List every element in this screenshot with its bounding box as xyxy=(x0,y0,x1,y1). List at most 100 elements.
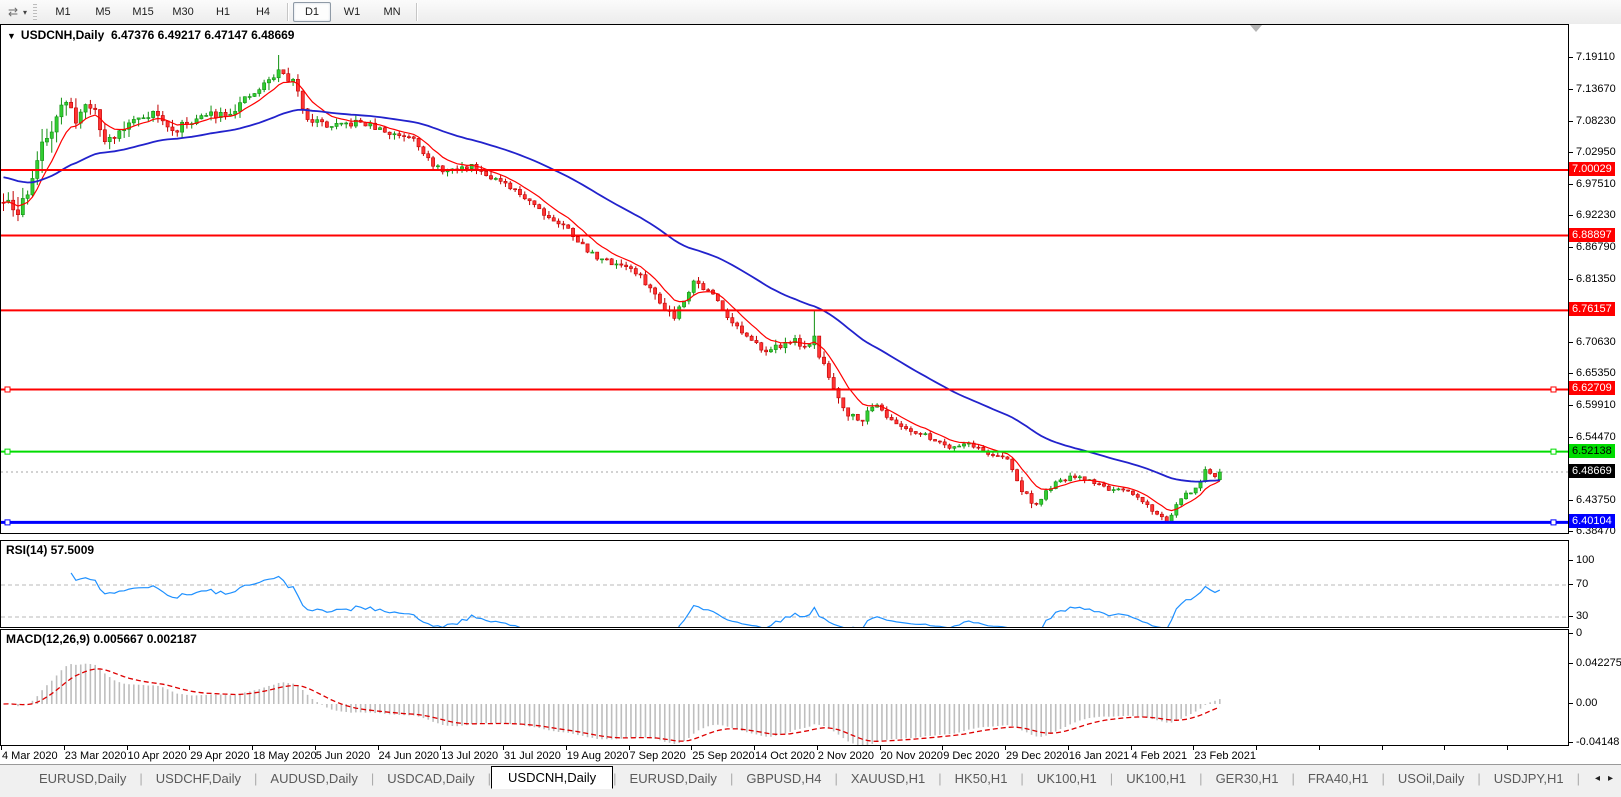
price-tick-label: 6.59910 xyxy=(1576,398,1616,411)
price-tick-label: 7.08230 xyxy=(1576,114,1616,127)
chart-tab-usoil-daily[interactable]: USOil,Daily xyxy=(1397,770,1465,786)
chart-title: ▼ USDCNH,Daily 6.47376 6.49217 6.47147 6.… xyxy=(7,28,294,42)
date-tick-mark xyxy=(377,746,379,750)
timeframe-button-MN[interactable]: MN xyxy=(383,6,401,18)
chart-tab-gbpusd-h4[interactable]: GBPUSD,H4 xyxy=(746,770,822,786)
date-label: 24 Jun 2020 xyxy=(378,750,440,762)
price-tick-label: 7.02950 xyxy=(1576,145,1616,158)
macd-panel[interactable]: MACD(12,26,9) 0.005667 0.002187 xyxy=(0,629,1569,746)
chart-tab-uk100-h1[interactable]: UK100,H1 xyxy=(1036,770,1097,786)
date-tick-mark xyxy=(1005,746,1006,750)
chart-tab-fra40-h1[interactable]: FRA40,H1 xyxy=(1307,770,1369,786)
date-tick-mark xyxy=(440,746,442,750)
chart-shift-marker-icon[interactable] xyxy=(1250,25,1262,32)
macd-label: MACD(12,26,9) 0.005667 0.002187 xyxy=(6,632,197,646)
date-tick-mark xyxy=(628,746,630,750)
date-axis: 4 Mar 2020 23 Mar 2020 10 Apr 2020 29 Apr 2… xyxy=(0,746,1569,764)
date-tick-mark xyxy=(691,746,693,750)
tab-scroll-arrows: ◂ ▸ xyxy=(1587,773,1621,784)
axis-tick-mark xyxy=(1569,278,1573,280)
price-chart-panel[interactable]: ▼ USDCNH,Daily 6.47376 6.49217 6.47147 6.… xyxy=(0,24,1569,534)
price-tick-label: 6.86790 xyxy=(1576,240,1616,253)
rsi-panel[interactable]: RSI(14) 57.5009 xyxy=(0,540,1569,628)
date-tick-mark xyxy=(942,746,944,750)
date-tick-mark xyxy=(1,746,2,750)
chart-tab-usdcad-daily[interactable]: USDCAD,Daily xyxy=(387,770,475,786)
timeframe-button-M30[interactable]: M30 xyxy=(172,6,194,18)
level-price-label[interactable]: 6.52138 xyxy=(1569,443,1615,458)
level-price-label[interactable]: 6.62709 xyxy=(1569,381,1615,396)
date-label: 31 Jul 2020 xyxy=(504,750,561,762)
chart-tab-dj30-daily[interactable]: DJ30,Daily xyxy=(1580,768,1587,789)
date-tick-mark xyxy=(1130,746,1132,750)
level-price-label[interactable]: 6.88897 xyxy=(1569,227,1615,242)
axis-tick-mark xyxy=(1569,436,1573,438)
tab-separator: | xyxy=(613,770,617,786)
chart-tab-usdchf-daily[interactable]: USDCHF,Daily xyxy=(155,770,242,786)
toolbar-separator xyxy=(416,3,418,21)
date-label: 13 Jul 2020 xyxy=(441,750,499,762)
date-tick-mark xyxy=(189,746,191,750)
level-price-label[interactable]: 7.00029 xyxy=(1569,162,1615,177)
date-label: 29 Apr 2020 xyxy=(190,750,250,762)
date-tick-mark xyxy=(1193,746,1195,750)
status-strip xyxy=(0,790,1621,797)
chevron-down-icon[interactable]: ▾ xyxy=(23,7,28,17)
tab-separator: | xyxy=(729,770,734,786)
timeframe-toolbar: ⇄ ▾ M1 M5 M15 M30 H1 H4 D1 W1 MN xyxy=(0,0,1621,25)
chart-tab-eurusd-daily[interactable]: EURUSD,Daily xyxy=(39,770,127,786)
macd-tick-label: 0.00 xyxy=(1576,697,1598,709)
axis-tick-mark xyxy=(1569,531,1573,532)
timeframe-button-D1[interactable]: D1 xyxy=(293,2,332,22)
axis-tick-mark xyxy=(1569,120,1573,122)
tab-separator: | xyxy=(1381,770,1385,786)
chart-tab-usdjpy-h1[interactable]: USDJPY,H1 xyxy=(1493,770,1564,786)
chart-tab-eurusd-daily[interactable]: EURUSD,Daily xyxy=(629,770,717,786)
chart-symbol: USDCNH,Daily xyxy=(20,28,105,42)
tab-scroll-left-icon[interactable]: ◂ xyxy=(1594,772,1600,784)
timeframe-button-H1[interactable]: H1 xyxy=(215,6,231,18)
date-label: 23 Mar 2020 xyxy=(64,750,127,762)
timeframe-button-M1[interactable]: M1 xyxy=(55,6,71,18)
date-label: 20 Nov 2020 xyxy=(880,750,943,762)
chart-menu-icon[interactable]: ▼ xyxy=(7,31,16,41)
date-tick-mark xyxy=(126,746,128,750)
timeframe-button-M5[interactable]: M5 xyxy=(95,6,111,18)
timeframe-button-W1[interactable]: W1 xyxy=(343,6,361,18)
tab-separator: | xyxy=(370,770,375,786)
toolbar-grip[interactable] xyxy=(33,4,38,20)
tab-scroll-right-icon[interactable]: ▸ xyxy=(1607,772,1613,784)
level-price-label[interactable]: 6.76157 xyxy=(1569,302,1615,317)
axis-tick-mark xyxy=(1569,88,1573,90)
chart-tab-ger30-h1[interactable]: GER30,H1 xyxy=(1215,770,1279,786)
axis-tick-mark xyxy=(1569,633,1573,634)
axis-tick-mark xyxy=(1569,341,1573,343)
chart-tab-usdcnh-daily[interactable]: USDCNH,Daily xyxy=(491,765,614,789)
chart-tab-hk50-h1[interactable]: HK50,H1 xyxy=(954,770,1008,786)
macd-tick-label: 0.042275 xyxy=(1576,657,1621,669)
chart-tab-uk100-h1[interactable]: UK100,H1 xyxy=(1126,770,1187,786)
price-tick-label: 7.19110 xyxy=(1576,50,1615,63)
tab-separator: | xyxy=(834,770,838,786)
price-tick-label: 6.92230 xyxy=(1576,208,1616,221)
axis-tick-mark xyxy=(1569,56,1573,58)
macd-tick-label: -0.04148 xyxy=(1576,736,1620,749)
timeframe-button-H4[interactable]: H4 xyxy=(255,6,271,18)
rsi-chart xyxy=(1,572,1568,627)
date-label: 7 Sep 2020 xyxy=(629,750,686,762)
date-tick-mark xyxy=(252,746,253,750)
tab-separator: | xyxy=(254,770,258,786)
timeframe-button-M15[interactable]: M15 xyxy=(132,6,154,18)
chart-tab-xauusd-h1[interactable]: XAUUSD,H1 xyxy=(850,770,926,786)
price-tick-label: 6.81350 xyxy=(1576,272,1616,285)
date-label: 23 Feb 2021 xyxy=(1194,750,1257,762)
date-tick-mark xyxy=(503,746,504,750)
level-price-label[interactable]: 6.40104 xyxy=(1569,514,1615,529)
current-price-label: 6.48669 xyxy=(1569,464,1615,479)
tab-separator: | xyxy=(1291,770,1295,786)
chart-tools-icon[interactable]: ⇄ xyxy=(7,5,19,19)
date-label: 5 Jun 2020 xyxy=(315,750,371,762)
date-tick-mark xyxy=(63,746,65,750)
chart-tab-audusd-daily[interactable]: AUDUSD,Daily xyxy=(270,770,358,786)
